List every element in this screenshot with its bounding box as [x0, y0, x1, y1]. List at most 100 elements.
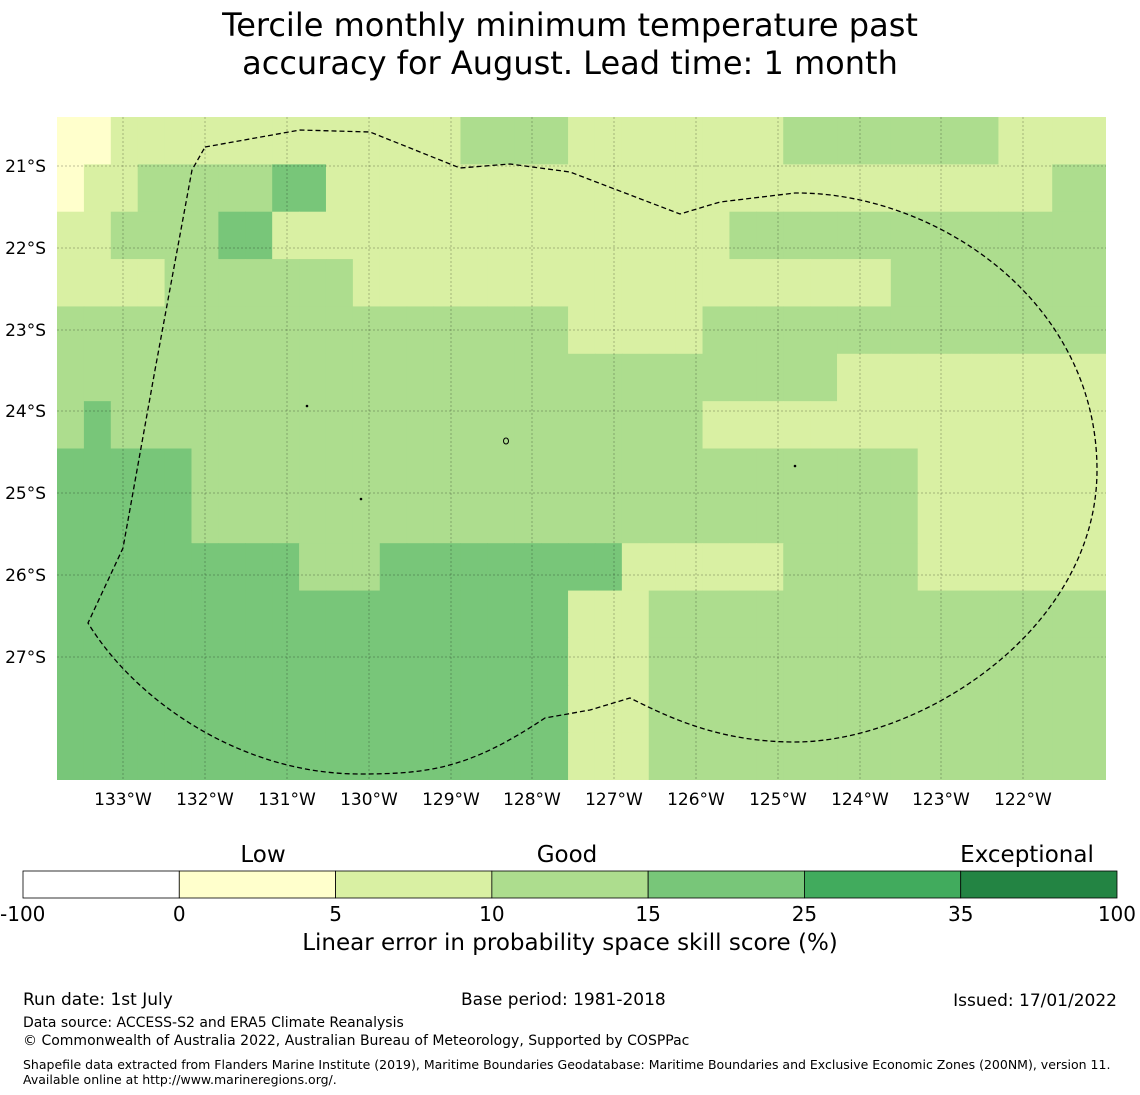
grid-cell	[433, 259, 462, 308]
grid-cell	[944, 685, 973, 734]
grid-cell	[729, 448, 757, 497]
grid-cell	[702, 732, 731, 780]
grid-cell	[568, 401, 596, 450]
grid-cell	[998, 543, 1026, 592]
colorbar-header-good: Good	[536, 842, 598, 868]
grid-cell	[57, 685, 85, 734]
grid-cell	[648, 685, 677, 734]
grid-cell	[863, 306, 892, 355]
longitude-label: 132°W	[176, 790, 234, 810]
grid-cell	[1079, 353, 1106, 402]
grid-cell	[325, 637, 354, 686]
grid-cell	[514, 353, 542, 402]
grid-cell	[944, 259, 973, 308]
grid-cell	[406, 306, 435, 355]
grid-cell	[1025, 401, 1053, 450]
grid-cell	[57, 353, 85, 402]
grid-cell	[379, 117, 408, 165]
grid-cell	[272, 495, 300, 544]
grid-cell	[352, 448, 381, 497]
grid-cell	[1079, 117, 1106, 165]
latitude-label: 25°S	[5, 484, 46, 504]
grid-cell	[487, 401, 515, 450]
grid-cell	[460, 543, 488, 592]
colorbar-tick-label: 5	[329, 902, 342, 926]
grid-cell	[164, 543, 193, 592]
grid-cell	[702, 259, 731, 308]
graticule	[57, 117, 1106, 780]
grid-cell	[998, 306, 1026, 355]
grid-cell	[299, 117, 327, 165]
grid-cell	[460, 306, 488, 355]
grid-cell	[379, 211, 408, 260]
longitude-label: 124°W	[831, 790, 889, 810]
grid-cell	[971, 353, 1000, 402]
grid-cell	[837, 164, 865, 213]
grid-cell	[783, 353, 811, 402]
grid-cell	[460, 117, 488, 165]
grid-cell	[837, 306, 865, 355]
grid-cell	[325, 401, 354, 450]
grid-cell	[137, 117, 166, 165]
colorbar-segment	[491, 870, 649, 899]
grid-cell	[433, 211, 462, 260]
grid-cell	[137, 448, 166, 497]
grid-cell	[702, 448, 731, 497]
grid-cell	[514, 543, 542, 592]
grid-cell	[541, 353, 569, 402]
grid-cell	[621, 353, 650, 402]
grid-cell	[675, 637, 704, 686]
grid-cell	[57, 259, 85, 308]
grid-cell	[218, 259, 246, 308]
grid-cell	[890, 117, 919, 165]
grid-cell	[944, 353, 973, 402]
grid-cell	[352, 637, 381, 686]
grid-cell	[406, 164, 435, 213]
grid-cell	[110, 306, 139, 355]
grid-cell	[783, 164, 811, 213]
grid-cell	[729, 306, 757, 355]
grid-cell	[1052, 732, 1080, 780]
grid-cell	[406, 401, 435, 450]
grid-cell	[57, 543, 85, 592]
grid-cell	[83, 306, 112, 355]
grid-cell	[621, 637, 650, 686]
grid-cell	[594, 259, 623, 308]
grid-cell	[433, 401, 462, 450]
grid-cell	[299, 211, 327, 260]
grid-cell	[729, 543, 757, 592]
grid-cell	[810, 543, 838, 592]
grid-cell	[272, 448, 300, 497]
grid-cell	[729, 495, 757, 544]
grid-cell	[164, 590, 193, 639]
grid-cell	[594, 495, 623, 544]
grid-cell	[648, 448, 677, 497]
grid-cell	[621, 732, 650, 780]
grid-cell	[299, 495, 327, 544]
grid-cell	[57, 732, 85, 780]
grid-cell	[325, 590, 354, 639]
grid-cell	[1025, 211, 1053, 260]
grid-cell	[191, 543, 219, 592]
grid-cell	[568, 732, 596, 780]
grid-cell	[218, 306, 246, 355]
grid-cell	[487, 259, 515, 308]
grid-cell	[191, 259, 219, 308]
grid-cell	[810, 685, 838, 734]
grid-cell	[729, 401, 757, 450]
grid-cell	[702, 685, 731, 734]
grid-cell	[541, 637, 569, 686]
grid-cell	[57, 164, 85, 213]
grid-cell	[1079, 306, 1106, 355]
grid-cell	[917, 401, 946, 450]
grid-cell	[379, 448, 408, 497]
grid-cell	[272, 117, 300, 165]
grid-cell	[944, 164, 973, 213]
grid-cell	[648, 401, 677, 450]
grid-cell	[1052, 543, 1080, 592]
grid-cell	[325, 685, 354, 734]
grid-cell	[675, 685, 704, 734]
grid-cell	[917, 685, 946, 734]
title-line-1: Tercile monthly minimum temperature past	[222, 6, 918, 44]
grid-cell	[164, 448, 193, 497]
